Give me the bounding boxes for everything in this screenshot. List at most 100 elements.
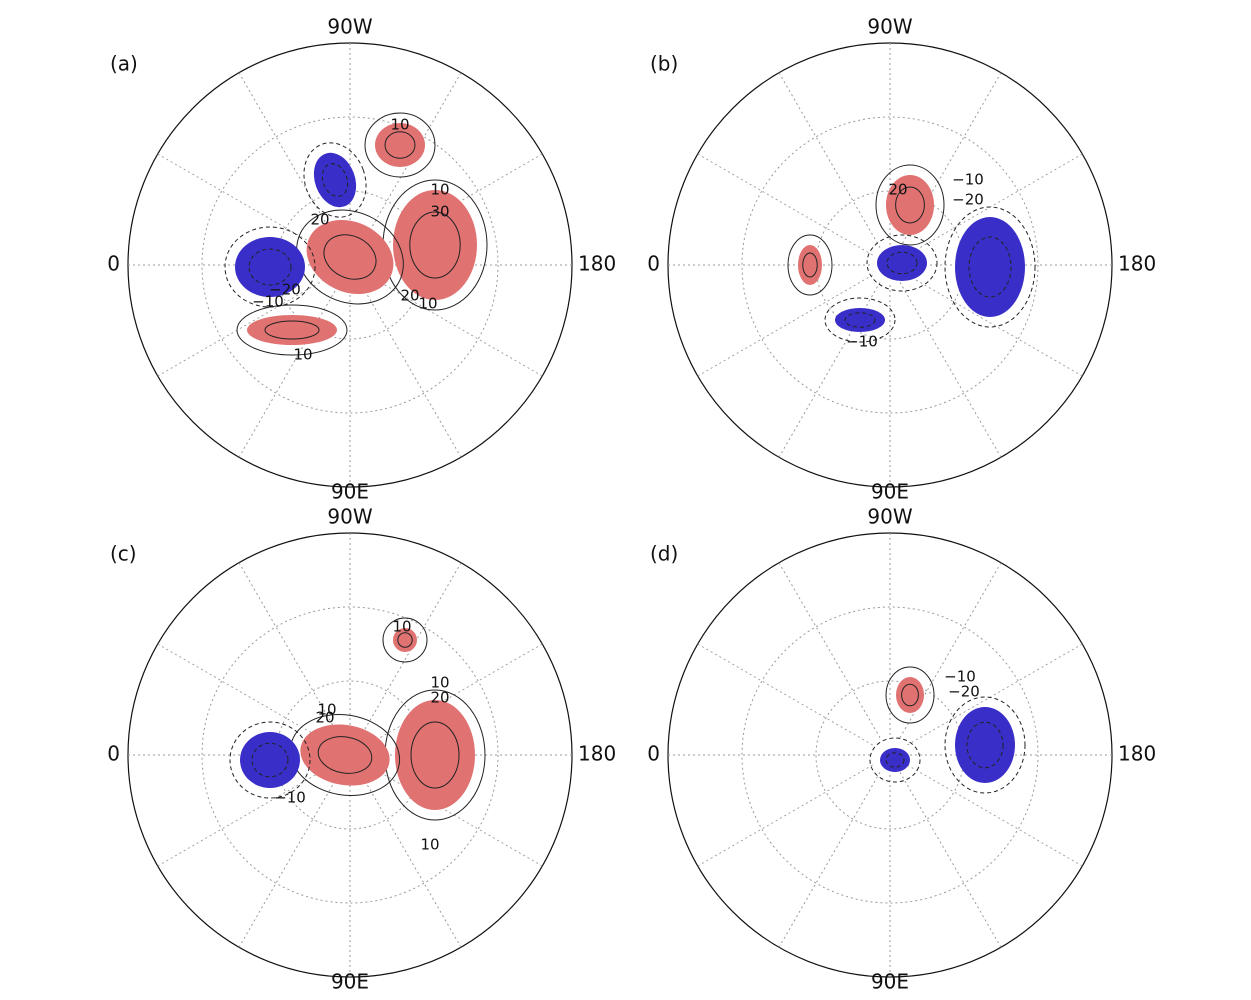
meridian — [697, 643, 873, 746]
meridian — [697, 153, 873, 256]
meridian — [899, 772, 1002, 948]
contour — [824, 297, 896, 343]
contour — [944, 696, 1026, 794]
contour — [886, 251, 918, 275]
negative-region — [877, 245, 927, 281]
meridian — [367, 643, 543, 746]
contour-label: −20 — [952, 191, 984, 209]
contour — [869, 737, 921, 783]
longitude-label: 90W — [867, 15, 912, 39]
contour — [410, 721, 460, 789]
contour-label: 20 — [888, 181, 907, 199]
negative-region — [955, 707, 1015, 783]
map-panel: (b) 90W 90E 0 180 20 −10 −20 −10 — [647, 15, 1156, 504]
meridian — [778, 282, 881, 458]
meridian — [238, 562, 341, 738]
contour — [303, 142, 367, 218]
contour — [382, 617, 428, 663]
contour — [236, 304, 348, 356]
meridian — [899, 562, 1002, 738]
contour — [397, 632, 413, 648]
longitude-label: 90E — [331, 480, 369, 504]
positive-region — [896, 677, 924, 713]
longitude-label: 180 — [578, 252, 616, 276]
contour-label: 10 — [293, 346, 312, 364]
contour — [885, 752, 905, 768]
meridian — [907, 153, 1083, 256]
contour-label: −10 — [944, 668, 976, 686]
positive-region — [798, 245, 822, 285]
meridian — [697, 764, 873, 867]
contour — [844, 312, 876, 328]
contour-label: 20 — [310, 211, 329, 229]
positive-region — [375, 123, 425, 167]
meridian — [367, 764, 543, 867]
contour — [787, 234, 833, 296]
contour — [944, 206, 1036, 328]
panel-label: (b) — [650, 52, 678, 76]
contour-label: 10 — [418, 295, 437, 313]
map-panel: (d) 90W 90E 0 180 −10−20 — [647, 505, 1156, 994]
contour-label: 10 — [420, 836, 439, 854]
positive-region — [300, 724, 390, 786]
meridian — [359, 282, 462, 458]
positive-region — [247, 315, 337, 345]
contour — [901, 683, 919, 707]
longitude-label: 180 — [1118, 252, 1156, 276]
latitude-circle — [201, 606, 499, 904]
meridian — [907, 274, 1083, 377]
longitude-label: 90W — [867, 505, 912, 529]
contour — [264, 320, 320, 340]
contour — [364, 112, 436, 178]
contour-label: −10 — [274, 789, 306, 807]
contour — [875, 164, 945, 246]
contour — [866, 234, 938, 292]
meridian — [238, 772, 341, 948]
contour-label: 10 — [317, 701, 336, 719]
positive-region — [393, 190, 477, 300]
longitude-label: 180 — [578, 742, 616, 766]
meridian — [238, 282, 341, 458]
meridian — [899, 282, 1002, 458]
latitude-circle — [741, 606, 1039, 904]
longitude-label: 0 — [107, 252, 120, 276]
contour-label: 10 — [392, 618, 411, 636]
negative-region — [240, 732, 300, 788]
meridian — [697, 274, 873, 377]
contour — [248, 248, 292, 286]
longitude-label: 0 — [647, 252, 660, 276]
longitude-label: 180 — [1118, 742, 1156, 766]
contour-label: 20 — [315, 709, 334, 727]
contour — [885, 666, 935, 724]
longitude-label: 90E — [871, 970, 909, 994]
meridian — [367, 274, 543, 377]
contour — [296, 209, 404, 305]
meridian — [157, 764, 333, 867]
latitude-circle — [741, 116, 1039, 414]
longitude-label: 90E — [871, 480, 909, 504]
meridian — [907, 643, 1083, 746]
contour — [251, 742, 289, 778]
negative-region — [880, 748, 910, 772]
contour-label: −20 — [269, 281, 301, 299]
contour-label: −10 — [252, 293, 284, 311]
longitude-label: 90W — [327, 15, 372, 39]
positive-region — [886, 175, 934, 235]
contour-label: 30 — [430, 203, 449, 221]
meridian — [778, 772, 881, 948]
contour-label: −10 — [952, 171, 984, 189]
negative-region — [235, 237, 305, 297]
negative-region — [955, 217, 1025, 317]
meridian — [778, 72, 881, 248]
panel-label: (c) — [110, 542, 137, 566]
contour-label: 10 — [430, 181, 449, 199]
longitude-label: 90W — [327, 505, 372, 529]
contour-label: 10 — [430, 674, 449, 692]
positive-region — [306, 220, 394, 294]
longitude-label: 0 — [647, 742, 660, 766]
contour — [384, 131, 416, 159]
negative-region — [835, 308, 885, 332]
